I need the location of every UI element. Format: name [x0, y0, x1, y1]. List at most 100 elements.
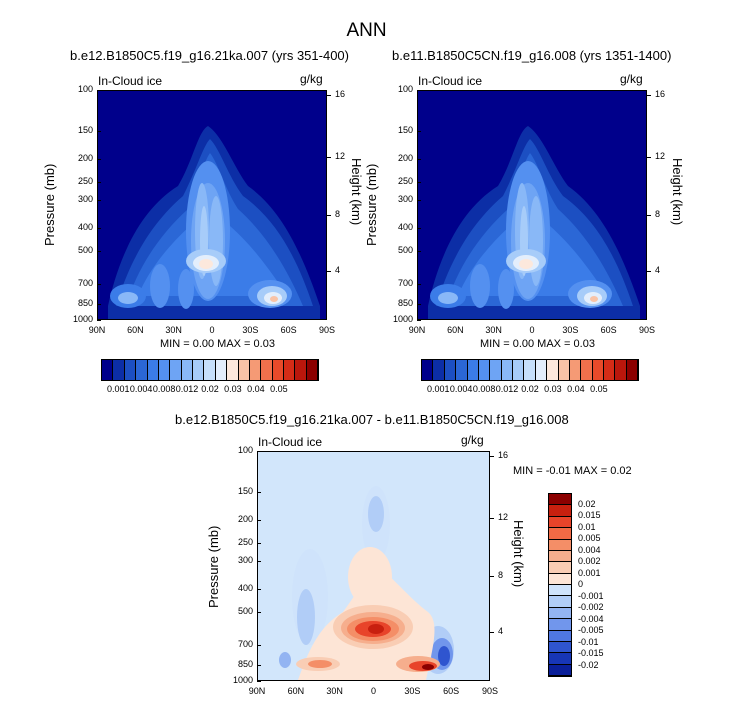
- panel1-y2tick-8: 8: [335, 209, 341, 220]
- panel3-ytick-mark-150: [257, 491, 261, 493]
- colorbar-swatch: [549, 607, 571, 620]
- panel2-colorbar-label: 0.03: [544, 384, 562, 394]
- panel1-ytick-mark-200: [97, 159, 101, 161]
- colorbar-swatch: [549, 539, 571, 551]
- panel2-ytick-mark-200: [417, 159, 421, 161]
- panel1-plot: [97, 90, 327, 320]
- panel2-plot: [417, 90, 647, 320]
- panel3-colorbar-label: 0: [578, 579, 584, 589]
- panel2-y2tick-4: 4: [655, 264, 661, 275]
- panel3-ytick-1000: 1000: [232, 675, 253, 685]
- colorbar-swatch: [261, 360, 273, 380]
- panel3-colorbar-label: 0.015: [578, 510, 601, 520]
- panel1-colorbar-label: 0.008: [152, 384, 176, 394]
- colorbar-swatch: [549, 516, 571, 529]
- panel2-y2tick-mark-16: [647, 94, 651, 96]
- panel3-ytick-500: 500: [237, 605, 253, 616]
- panel1-xtick-60N: 60N: [127, 325, 144, 335]
- panel2-ytick-700: 700: [397, 278, 413, 289]
- panel2-colorbar-label: 0.04: [567, 384, 585, 394]
- colorbar-swatch: [549, 653, 571, 665]
- panel2-xtick-30S: 30S: [562, 325, 579, 335]
- panel3-y2tick-8: 8: [498, 570, 504, 581]
- panel2-ytick-mark-150: [417, 130, 421, 132]
- panel2-xtick-60N: 60N: [447, 325, 464, 335]
- panel1-y2tick-16: 16: [335, 88, 346, 99]
- panel2-y2tick-mark-8: [647, 215, 651, 217]
- panel3-ytick-300: 300: [237, 554, 253, 565]
- panel1-minmax: MIN = 0.00 MAX = 0.03: [160, 338, 275, 350]
- panel3-xtick-90N: 90N: [248, 686, 266, 696]
- panel2-ytick-mark-100: [417, 90, 421, 91]
- panel3-y2label: Height (km): [511, 520, 526, 588]
- panel2-contours: [428, 126, 640, 319]
- panel1-ytick-mark-150: [97, 130, 101, 132]
- colorbar-swatch: [136, 360, 148, 380]
- contour-fill: [308, 660, 332, 668]
- colorbar-swatch: [433, 360, 445, 380]
- panel3-xtick-60S: 60S: [443, 686, 460, 696]
- panel1-y2tick-mark-4: [327, 270, 331, 272]
- panel2-y2tick-12: 12: [655, 150, 666, 161]
- colorbar-swatch: [513, 360, 525, 380]
- panel3-ylabel: Pressure (mb): [206, 525, 221, 608]
- panel2-ylabel: Pressure (mb): [364, 163, 379, 246]
- colorbar-swatch: [549, 528, 571, 540]
- panel3-contours: [279, 486, 454, 680]
- panel2-ytick-100: 100: [397, 84, 413, 94]
- colorbar-swatch: [490, 360, 502, 380]
- colorbar-swatch: [549, 664, 571, 676]
- colorbar-swatch: [113, 360, 125, 380]
- colorbar-swatch: [147, 360, 159, 380]
- colorbar-swatch: [626, 360, 639, 380]
- panel3-colorbar-label: 0.02: [578, 498, 596, 509]
- panel3-colorbar-label: 0.01: [578, 521, 596, 532]
- panel3-colorbar-label: -0.002: [578, 602, 604, 612]
- colorbar-swatch: [306, 360, 319, 380]
- panel2-colorbar: [421, 359, 639, 381]
- panel2-ytick-200: 200: [397, 153, 413, 164]
- colorbar-swatch: [272, 360, 284, 380]
- panel3-y2tick-mark-4: [490, 631, 494, 633]
- panel2-colorbar-label: 0.001: [426, 384, 450, 394]
- panel3-ytick-mark-400: [257, 589, 261, 591]
- panel2-variable: In-Cloud ice: [418, 74, 483, 88]
- colorbar-swatch: [549, 505, 571, 517]
- panel1-colorbar-label: 0.012: [175, 384, 199, 394]
- panel2-colorbar-label: 0.05: [590, 384, 608, 394]
- panel3-units: g/kg: [461, 433, 484, 447]
- colorbar-swatch: [422, 360, 434, 380]
- colorbar-swatch: [181, 360, 193, 380]
- panel1-xtick-90N: 90N: [88, 325, 106, 335]
- colorbar-swatch: [592, 360, 604, 380]
- panel3-y2tick-mark-8: [490, 576, 494, 578]
- panel1-ytick-mark-850: [97, 303, 101, 305]
- colorbar-swatch: [284, 360, 296, 380]
- panel1-xtick-30N: 30N: [165, 325, 182, 335]
- panel1-colorbar-label: 0.004: [129, 384, 153, 394]
- contour-fill: [178, 269, 194, 309]
- panel2-xtick-0: 0: [529, 325, 535, 335]
- panel1-y2tick-mark-8: [327, 215, 331, 217]
- panel2-ytick-400: 400: [397, 222, 413, 233]
- contour-fill: [438, 292, 458, 304]
- panel3-xtick-90S: 90S: [481, 686, 498, 696]
- panel1-ytick-100: 100: [77, 84, 93, 94]
- panel1-contours: [108, 126, 320, 319]
- colorbar-swatch: [549, 550, 571, 563]
- panel2-y2tick-16: 16: [655, 88, 666, 99]
- panel1-ytick-500: 500: [77, 244, 93, 255]
- contour-fill: [590, 296, 598, 302]
- panel1-units: g/kg: [300, 72, 323, 86]
- panel1-ytick-mark-250: [97, 181, 101, 183]
- panel2-colorbar-label: 0.008: [472, 384, 496, 394]
- panel1-ylabel: Pressure (mb): [42, 163, 57, 246]
- panel2-ytick-mark-500: [417, 250, 421, 252]
- panel1-ytick-mark-1000: [97, 320, 101, 321]
- contour-fill: [422, 664, 434, 670]
- colorbar-swatch: [549, 619, 571, 631]
- panel3-colorbar-label: 0.004: [578, 544, 601, 555]
- panel1-ytick-mark-500: [97, 250, 101, 252]
- colorbar-swatch: [124, 360, 137, 380]
- panel1-ytick-400: 400: [77, 222, 93, 233]
